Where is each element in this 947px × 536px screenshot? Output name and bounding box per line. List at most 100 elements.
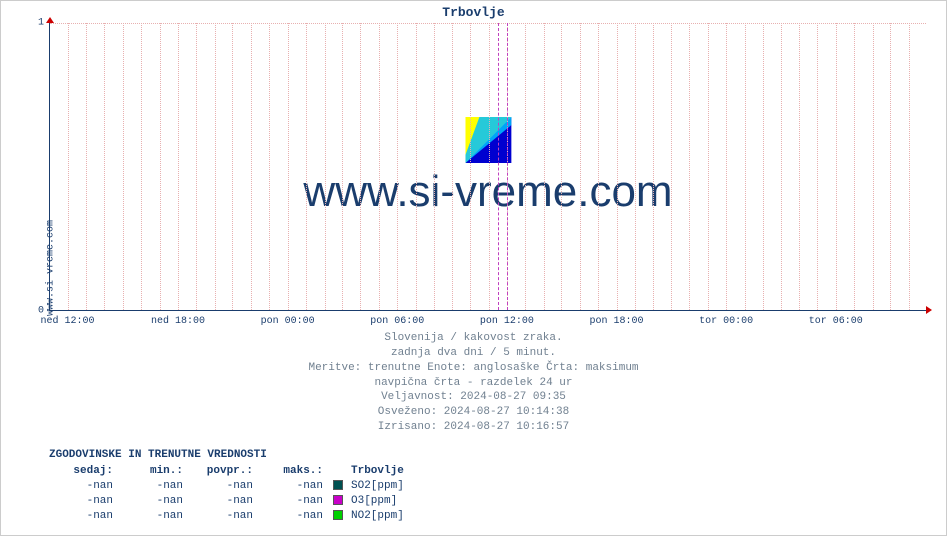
gridline-v [434, 23, 435, 310]
gridline-v [909, 23, 910, 310]
cell-now: -nan [49, 510, 119, 522]
gridline-v [306, 23, 307, 310]
plot-area: www.si-vreme.com 01ned 12:00ned 18:00pon… [49, 23, 926, 311]
series-swatch-icon [333, 495, 343, 505]
table-row: -nan-nan-nan-nanSO2[ppm] [49, 478, 467, 493]
gridline-v [452, 23, 453, 310]
cell-min: -nan [119, 510, 189, 522]
cell-min: -nan [119, 480, 189, 492]
gridline-v [781, 23, 782, 310]
cell-swatch [329, 510, 347, 522]
gridline-v [544, 23, 545, 310]
gridline-v [598, 23, 599, 310]
gridline-v [160, 23, 161, 310]
gridline-v [123, 23, 124, 310]
gridline-v [360, 23, 361, 310]
series-swatch-icon [333, 510, 343, 520]
gridline-v [653, 23, 654, 310]
meta-line-5: Veljavnost: 2024-08-27 09:35 [1, 390, 946, 405]
meta-line-7: Izrisano: 2024-08-27 10:16:57 [1, 420, 946, 435]
chart-title: Trbovlje [1, 5, 946, 20]
gridline-v [416, 23, 417, 310]
gridline-v [890, 23, 891, 310]
xtick-label: pon 12:00 [480, 316, 534, 327]
ytick-label: 1 [38, 18, 44, 29]
gridline-v [325, 23, 326, 310]
gridline-v [745, 23, 746, 310]
xtick-label: ned 18:00 [151, 316, 205, 327]
cell-swatch [329, 495, 347, 507]
gridline-v [68, 23, 69, 310]
gridline-v [489, 23, 490, 310]
gridline-v [178, 23, 179, 310]
cell-swatch [329, 480, 347, 492]
cell-min: -nan [119, 495, 189, 507]
gridline-v [689, 23, 690, 310]
gridline-v [525, 23, 526, 310]
cell-series: SO2[ppm] [347, 480, 467, 492]
gridline-v [379, 23, 380, 310]
cell-max: -nan [259, 495, 329, 507]
gridline-v [288, 23, 289, 310]
cell-avg: -nan [189, 480, 259, 492]
hdr-min: min.: [119, 465, 189, 477]
gridline-v [617, 23, 618, 310]
gridline-v [817, 23, 818, 310]
marker-24h [498, 23, 499, 310]
gridline-v [86, 23, 87, 310]
xtick-label: pon 06:00 [370, 316, 424, 327]
gridline-v [196, 23, 197, 310]
ytick-label: 0 [38, 306, 44, 317]
hdr-avg: povpr.: [189, 465, 259, 477]
gridline-v [763, 23, 764, 310]
meta-line-4: navpična črta - razdelek 24 ur [1, 376, 946, 391]
gridline-v [104, 23, 105, 310]
gridline-v [397, 23, 398, 310]
history-table: ZGODOVINSKE IN TRENUTNE VREDNOSTI sedaj:… [49, 449, 467, 523]
meta-block: Slovenija / kakovost zraka. zadnja dva d… [1, 331, 946, 435]
table-row: -nan-nan-nan-nanO3[ppm] [49, 493, 467, 508]
gridline-v [251, 23, 252, 310]
gridline-v [635, 23, 636, 310]
cell-avg: -nan [189, 510, 259, 522]
cell-max: -nan [259, 480, 329, 492]
cell-now: -nan [49, 480, 119, 492]
gridline-v [561, 23, 562, 310]
hdr-series: Trbovlje [347, 465, 467, 477]
gridline-v [708, 23, 709, 310]
gridline-v [232, 23, 233, 310]
cell-max: -nan [259, 510, 329, 522]
cell-series: NO2[ppm] [347, 510, 467, 522]
gridline-v [836, 23, 837, 310]
cell-avg: -nan [189, 495, 259, 507]
gridline-v [342, 23, 343, 310]
gridline-v [799, 23, 800, 310]
xtick-label: pon 00:00 [261, 316, 315, 327]
gridline-v [671, 23, 672, 310]
meta-line-3: Meritve: trenutne Enote: anglosaške Črta… [1, 361, 946, 376]
marker-24h [507, 23, 508, 310]
history-table-title: ZGODOVINSKE IN TRENUTNE VREDNOSTI [49, 449, 467, 461]
cell-now: -nan [49, 495, 119, 507]
hdr-now: sedaj: [49, 465, 119, 477]
history-table-header: sedaj: min.: povpr.: maks.: Trbovlje [49, 463, 467, 478]
meta-line-1: Slovenija / kakovost zraka. [1, 331, 946, 346]
gridline-v [726, 23, 727, 310]
gridline-v [470, 23, 471, 310]
xtick-label: tor 06:00 [809, 316, 863, 327]
meta-line-2: zadnja dva dni / 5 minut. [1, 346, 946, 361]
table-row: -nan-nan-nan-nanNO2[ppm] [49, 508, 467, 523]
gridline-v [215, 23, 216, 310]
hdr-max: maks.: [259, 465, 329, 477]
cell-series: O3[ppm] [347, 495, 467, 507]
gridline-v [269, 23, 270, 310]
gridline-v [141, 23, 142, 310]
meta-line-6: Osveženo: 2024-08-27 10:14:38 [1, 405, 946, 420]
xtick-label: pon 18:00 [590, 316, 644, 327]
series-swatch-icon [333, 480, 343, 490]
gridline-v [873, 23, 874, 310]
chart-container: www.si-vreme.com Trbovlje www.si-vreme.c… [0, 0, 947, 536]
xtick-label: tor 00:00 [699, 316, 753, 327]
gridline-v [854, 23, 855, 310]
x-axis-arrow-icon [926, 306, 932, 314]
